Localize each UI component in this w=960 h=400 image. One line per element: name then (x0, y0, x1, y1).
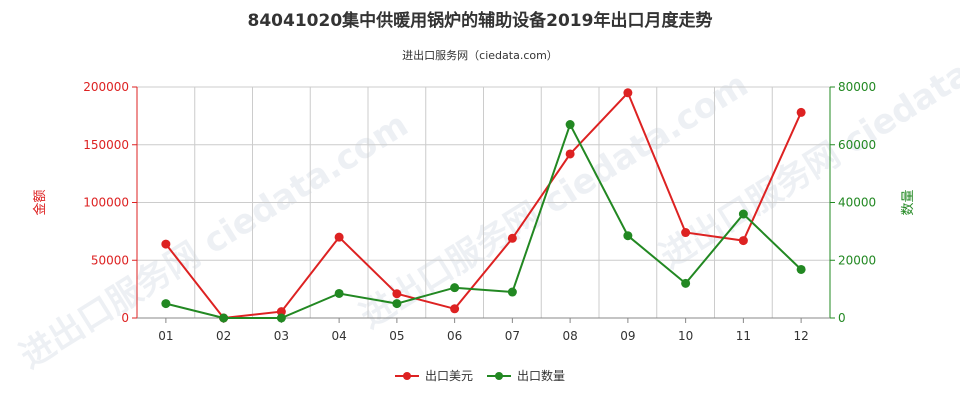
x-tick-label: 04 (331, 329, 346, 343)
data-point (623, 88, 633, 98)
chart-title: 84041020集中供暖用锅炉的辅助设备2019年出口月度走势 (248, 10, 713, 31)
x-tick-label: 08 (562, 329, 577, 343)
legend-label: 出口数量 (517, 368, 565, 383)
x-tick-label: 10 (678, 329, 693, 343)
data-point (392, 299, 402, 309)
data-point (276, 307, 286, 317)
legend-marker (403, 372, 411, 380)
right-tick-label: 60000 (838, 138, 876, 152)
x-tick-label: 05 (389, 329, 404, 343)
data-point (450, 304, 460, 314)
data-point (219, 313, 229, 323)
data-point (507, 287, 517, 297)
series-line (165, 90, 803, 320)
left-tick-label: 200000 (83, 80, 129, 94)
right-tick-label: 20000 (838, 253, 876, 267)
data-point (565, 120, 575, 130)
left-tick-label: 150000 (83, 138, 129, 152)
data-point (738, 236, 748, 246)
series-line (165, 121, 802, 319)
legend: 出口美元 出口数量 (395, 368, 565, 383)
data-point (334, 288, 344, 298)
x-tick-label: 03 (274, 329, 289, 343)
legend-item: 出口数量 (487, 368, 565, 383)
data-point (681, 278, 691, 288)
data-point (161, 299, 171, 309)
left-axis-label: 金额 (32, 189, 48, 215)
x-tick-label: 07 (505, 329, 520, 343)
data-point (796, 264, 806, 274)
data-point (161, 239, 171, 249)
data-point (738, 209, 748, 219)
x-tick-label: 11 (736, 329, 751, 343)
right-tick-label: 40000 (838, 196, 876, 210)
chart-subtitle: 进出口服务网（ciedata.com） (402, 48, 558, 62)
watermark-text: 进出口服务网 ciedata.com (353, 65, 755, 337)
series (161, 88, 806, 323)
left-tick-label: 100000 (83, 196, 129, 210)
series-2 (161, 120, 806, 323)
left-axis-ticks: 0 50000 100000 150000 200000 (83, 80, 137, 325)
legend-marker (495, 372, 503, 380)
data-point (623, 231, 633, 241)
grid (136, 86, 831, 319)
x-tick-label: 06 (447, 329, 462, 343)
left-tick-label: 50000 (91, 253, 129, 267)
data-point (681, 228, 691, 238)
data-point (507, 233, 517, 243)
right-tick-label: 0 (838, 311, 846, 325)
x-axis-ticks: 01 02 03 04 05 06 07 08 09 10 11 12 (158, 318, 809, 343)
data-point (392, 289, 402, 299)
data-point (565, 149, 575, 159)
right-tick-label: 80000 (838, 80, 876, 94)
right-axis-label: 数量 (901, 189, 916, 215)
data-point (450, 283, 460, 293)
x-tick-label: 09 (620, 329, 635, 343)
right-axis-ticks: 0 20000 40000 60000 80000 (830, 80, 876, 325)
x-tick-label: 01 (158, 329, 173, 343)
legend-item: 出口美元 (395, 369, 473, 383)
watermark-text: 进出口服务网 ciedata.com (653, 5, 960, 277)
watermark-text: 进出口服务网 ciedata.com (13, 105, 415, 377)
data-point (796, 107, 806, 117)
data-point (276, 313, 286, 323)
x-tick-label: 12 (793, 329, 808, 343)
legend-label: 出口美元 (425, 369, 473, 383)
data-point (334, 232, 344, 242)
x-tick-label: 02 (216, 329, 231, 343)
left-tick-label: 0 (121, 311, 129, 325)
